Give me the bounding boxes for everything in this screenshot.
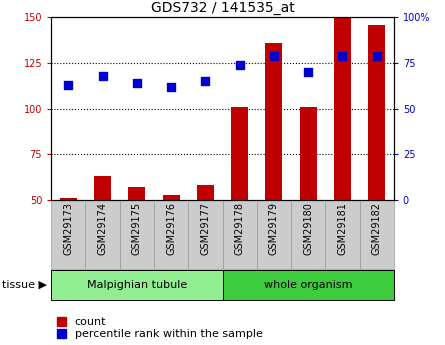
Bar xyxy=(325,200,360,269)
Bar xyxy=(51,270,223,299)
Point xyxy=(305,69,312,75)
Bar xyxy=(188,200,222,269)
Bar xyxy=(265,43,283,200)
Text: GSM29179: GSM29179 xyxy=(269,202,279,255)
Bar xyxy=(334,17,351,200)
Bar xyxy=(231,107,248,200)
Point xyxy=(168,84,175,89)
Point xyxy=(65,82,72,88)
Point xyxy=(271,53,278,58)
Bar xyxy=(154,200,188,269)
Text: GSM29180: GSM29180 xyxy=(303,202,313,255)
Point xyxy=(339,53,346,58)
Text: GSM29178: GSM29178 xyxy=(235,202,245,255)
Text: GSM29182: GSM29182 xyxy=(372,202,382,255)
Text: whole organism: whole organism xyxy=(264,280,352,289)
Bar xyxy=(222,200,257,269)
Bar xyxy=(94,176,111,200)
Bar xyxy=(51,200,85,269)
Text: GSM29173: GSM29173 xyxy=(63,202,73,255)
Text: GSM29176: GSM29176 xyxy=(166,202,176,255)
Bar xyxy=(299,107,317,200)
Bar xyxy=(197,186,214,200)
Bar xyxy=(120,200,154,269)
Point xyxy=(236,62,243,68)
Bar xyxy=(222,270,394,299)
Legend: count, percentile rank within the sample: count, percentile rank within the sample xyxy=(57,317,263,339)
Bar xyxy=(162,195,180,200)
Bar xyxy=(368,24,385,200)
Text: GSM29175: GSM29175 xyxy=(132,202,142,255)
Point xyxy=(99,73,106,79)
Bar xyxy=(128,187,146,200)
Point xyxy=(134,80,141,86)
Bar xyxy=(360,200,394,269)
Text: Malpighian tubule: Malpighian tubule xyxy=(87,280,187,289)
Point xyxy=(202,79,209,84)
Title: GDS732 / 141535_at: GDS732 / 141535_at xyxy=(150,1,295,15)
Bar xyxy=(85,200,120,269)
Point xyxy=(373,53,380,58)
Text: GSM29174: GSM29174 xyxy=(97,202,108,255)
Bar xyxy=(60,198,77,200)
Bar xyxy=(257,200,291,269)
Text: GSM29177: GSM29177 xyxy=(200,202,210,255)
Text: GSM29181: GSM29181 xyxy=(337,202,348,255)
Bar xyxy=(291,200,325,269)
Text: tissue ▶: tissue ▶ xyxy=(2,280,47,289)
